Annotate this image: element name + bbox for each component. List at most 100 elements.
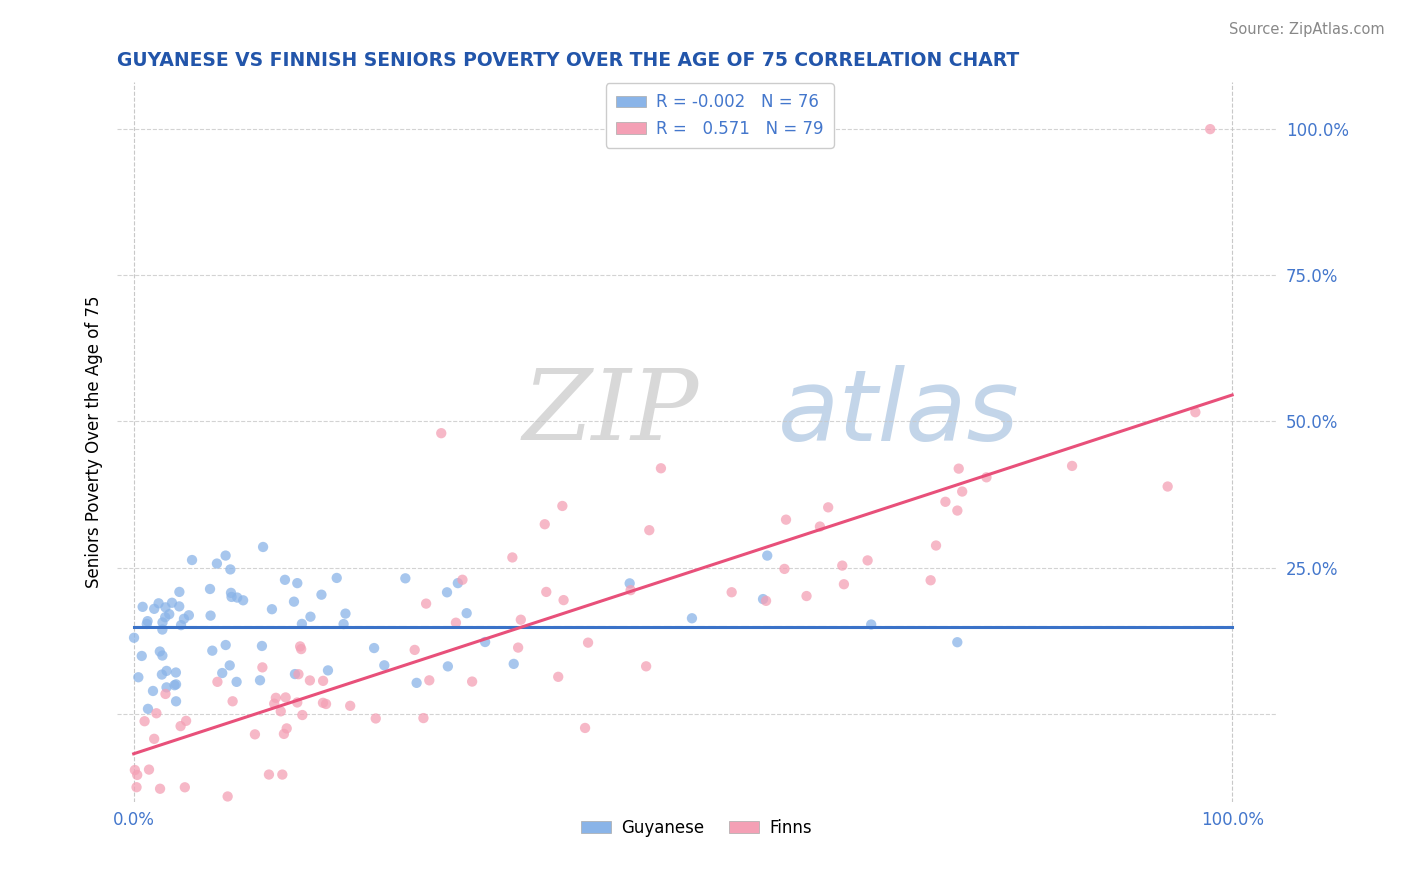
- Point: [415, 597, 437, 611]
- Point: [508, 640, 530, 655]
- Point: [456, 606, 478, 620]
- Point: [681, 611, 703, 625]
- Point: [444, 615, 467, 630]
- Point: [160, 596, 183, 610]
- Point: [148, 596, 170, 610]
- Point: [165, 694, 187, 708]
- Point: [447, 576, 470, 591]
- Point: [226, 591, 249, 605]
- Point: [291, 616, 314, 631]
- Point: [263, 697, 285, 711]
- Point: [145, 706, 167, 721]
- Point: [215, 638, 238, 652]
- Point: [339, 698, 361, 713]
- Point: [437, 659, 460, 673]
- Point: [211, 666, 233, 681]
- Point: [536, 585, 558, 599]
- Point: [153, 610, 176, 624]
- Point: [796, 589, 818, 603]
- Point: [257, 767, 280, 781]
- Point: [173, 780, 195, 795]
- Point: [221, 694, 243, 708]
- Point: [720, 585, 742, 599]
- Point: [124, 763, 146, 777]
- Point: [181, 553, 204, 567]
- Point: [364, 711, 387, 725]
- Point: [920, 574, 942, 588]
- Point: [271, 767, 294, 781]
- Point: [155, 687, 177, 701]
- Point: [163, 678, 186, 692]
- Point: [501, 550, 523, 565]
- Point: [299, 609, 322, 624]
- Point: [152, 615, 174, 630]
- Point: [291, 708, 314, 723]
- Point: [165, 677, 187, 691]
- Point: [155, 600, 177, 615]
- Point: [946, 503, 969, 517]
- Point: [553, 593, 575, 607]
- Point: [363, 641, 385, 656]
- Point: [298, 673, 321, 688]
- Point: [200, 608, 222, 623]
- Point: [232, 593, 254, 607]
- Point: [502, 657, 524, 671]
- Point: [274, 690, 297, 705]
- Point: [149, 781, 172, 796]
- Point: [142, 684, 165, 698]
- Point: [325, 571, 347, 585]
- Point: [312, 696, 335, 710]
- Point: [860, 617, 883, 632]
- Point: [225, 674, 247, 689]
- Point: [219, 586, 242, 600]
- Point: [207, 674, 229, 689]
- Point: [461, 674, 484, 689]
- Point: [249, 673, 271, 688]
- Point: [312, 673, 335, 688]
- Point: [620, 583, 643, 598]
- Point: [1199, 122, 1222, 136]
- Point: [976, 470, 998, 484]
- Point: [576, 635, 599, 649]
- Point: [260, 602, 283, 616]
- Point: [136, 702, 159, 716]
- Point: [219, 562, 242, 576]
- Point: [638, 523, 661, 537]
- Point: [155, 681, 177, 695]
- Point: [290, 642, 312, 657]
- Point: [127, 768, 149, 782]
- Point: [169, 585, 191, 599]
- Point: [474, 635, 496, 649]
- Point: [155, 664, 177, 678]
- Point: [169, 719, 191, 733]
- Legend: Guyanese, Finns: Guyanese, Finns: [575, 813, 818, 844]
- Point: [755, 594, 778, 608]
- Point: [131, 648, 153, 663]
- Y-axis label: Seniors Poverty Over the Age of 75: Seniors Poverty Over the Age of 75: [86, 296, 103, 588]
- Point: [533, 517, 555, 532]
- Point: [274, 573, 297, 587]
- Point: [288, 640, 311, 654]
- Point: [405, 676, 427, 690]
- Point: [214, 549, 236, 563]
- Point: [1062, 458, 1084, 473]
- Point: [127, 670, 149, 684]
- Point: [136, 614, 159, 628]
- Text: atlas: atlas: [778, 365, 1019, 462]
- Point: [934, 495, 956, 509]
- Point: [574, 721, 596, 735]
- Point: [250, 639, 273, 653]
- Point: [946, 635, 969, 649]
- Text: GUYANESE VS FINNISH SENIORS POVERTY OVER THE AGE OF 75 CORRELATION CHART: GUYANESE VS FINNISH SENIORS POVERTY OVER…: [117, 51, 1019, 70]
- Point: [756, 549, 779, 563]
- Point: [205, 557, 228, 571]
- Point: [218, 658, 240, 673]
- Point: [832, 577, 855, 591]
- Point: [264, 690, 287, 705]
- Point: [925, 539, 948, 553]
- Point: [856, 553, 879, 567]
- Text: Source: ZipAtlas.com: Source: ZipAtlas.com: [1229, 22, 1385, 37]
- Point: [831, 558, 853, 573]
- Point: [817, 500, 839, 515]
- Point: [1184, 405, 1206, 419]
